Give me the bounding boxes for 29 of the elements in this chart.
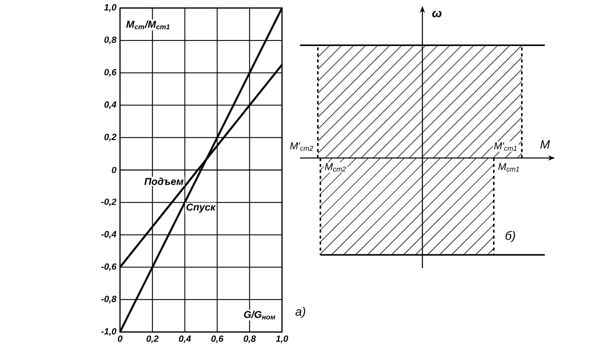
series-label: Спуск xyxy=(186,204,216,213)
y-tick-label: -1,0 xyxy=(101,328,116,336)
text: M′$_{ст1}$ xyxy=(494,142,517,151)
y-tick-label: 0,2 xyxy=(104,134,116,142)
x-tick-label: 1,0 xyxy=(276,336,288,344)
x-tick-label: 0,2 xyxy=(146,336,159,344)
text: M$_{ст2}$ xyxy=(324,163,346,172)
text: M′$_{ст2}$ xyxy=(290,142,314,151)
x-tick-label: 0 xyxy=(118,336,122,342)
x-tick-label: 0,6 xyxy=(211,336,224,344)
y-tick-label: 0,8 xyxy=(104,36,116,44)
text: б) xyxy=(506,230,515,242)
y-tick-label: -0,4 xyxy=(101,230,116,239)
text: M xyxy=(540,140,550,148)
text: M$_{ст1}$ xyxy=(498,163,519,172)
x-tick-label: 0,4 xyxy=(178,336,191,344)
text: а) xyxy=(296,307,306,318)
y-tick-label: 0,4 xyxy=(104,101,116,110)
text: ω xyxy=(432,10,442,18)
x-axis-title: G/G$_{ном}$ xyxy=(244,310,276,320)
y-axis-title: M$_{ст}$/M$_{ст1}$ xyxy=(126,20,170,30)
x-tick-label: 0,8 xyxy=(244,336,256,344)
y-tick-label: 0 xyxy=(112,166,116,174)
y-tick-label: 1,0 xyxy=(104,4,116,12)
series-label: Подъем xyxy=(144,178,184,185)
y-tick-label: 0,6 xyxy=(104,68,117,77)
y-tick-label: -0,2 xyxy=(101,198,116,206)
y-tick-label: -0,6 xyxy=(101,263,117,272)
y-tick-label: -0,8 xyxy=(101,296,116,304)
